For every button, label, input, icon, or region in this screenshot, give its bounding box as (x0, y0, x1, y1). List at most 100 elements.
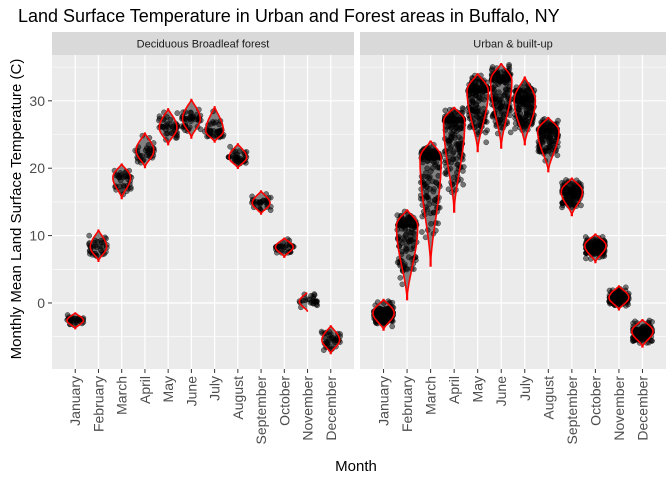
facet-panels: Deciduous Broadleaf forest January Februar… (29, 32, 666, 444)
data-point (94, 238, 101, 245)
data-point (405, 254, 412, 260)
data-point (566, 199, 572, 206)
violin-outline-july (205, 106, 225, 143)
y-tick-label: 0 (37, 295, 45, 311)
data-point (377, 305, 383, 312)
data-point (428, 220, 434, 227)
x-tick-label: June (493, 376, 509, 407)
data-point (476, 87, 482, 93)
data-point (86, 232, 93, 239)
violin-group-january (370, 298, 397, 331)
violin-group-november (606, 284, 632, 311)
violin-group-march (111, 163, 135, 200)
data-point (389, 323, 396, 330)
data-point (260, 198, 267, 204)
x-tick-label: December (323, 376, 339, 441)
data-point (167, 116, 174, 123)
data-point (453, 117, 459, 124)
data-point (116, 172, 122, 179)
data-point (145, 149, 151, 156)
data-point (304, 296, 311, 303)
x-tick-label: August (540, 376, 556, 420)
data-point (473, 101, 480, 108)
data-point (311, 298, 318, 305)
data-point (552, 126, 558, 132)
data-point (492, 93, 499, 100)
violin-outline-october (584, 233, 607, 264)
data-point (99, 243, 106, 250)
data-point (425, 179, 431, 186)
violin-outline-march (419, 140, 442, 267)
violin-outline-may (466, 73, 490, 153)
violin-group-september (559, 177, 585, 217)
data-point (545, 144, 552, 151)
data-point (472, 79, 479, 86)
data-point (424, 165, 430, 172)
data-point (424, 157, 431, 164)
violin-group-september (249, 190, 274, 215)
y-tick-label: 10 (29, 228, 45, 244)
x-tick-label: September (564, 376, 580, 445)
data-point (397, 222, 403, 229)
data-point (528, 99, 535, 105)
data-point (503, 77, 510, 83)
x-tick-label: April (446, 376, 462, 404)
data-point (431, 200, 437, 206)
data-point (164, 130, 171, 137)
data-point (435, 220, 441, 227)
violin-group-april (132, 132, 157, 169)
violin-group-november (296, 291, 321, 312)
x-tick-label: May (470, 376, 486, 402)
data-point (134, 158, 141, 165)
data-point (489, 67, 495, 74)
data-point (227, 143, 233, 150)
data-point (491, 87, 498, 94)
violin-group-august (225, 143, 250, 169)
violin-outline-january (66, 312, 85, 330)
data-point (523, 87, 530, 94)
data-point (649, 319, 655, 325)
data-point (186, 115, 193, 121)
x-tick-label: February (399, 376, 415, 432)
violin-group-march (417, 140, 444, 267)
x-tick-label: January (376, 376, 392, 426)
data-point (169, 123, 176, 130)
y-tick-label: 20 (29, 160, 45, 176)
data-point (518, 97, 524, 103)
violin-outline-april (442, 106, 466, 213)
x-tick-label: July (207, 376, 223, 401)
data-point (138, 152, 145, 159)
data-point (506, 61, 512, 68)
data-point (446, 140, 452, 147)
data-point (423, 193, 430, 199)
data-point (403, 231, 409, 238)
data-point (606, 287, 613, 294)
data-point (482, 129, 489, 136)
data-point (92, 242, 98, 249)
violin-outline-november (298, 292, 309, 312)
x-tick-label: October (276, 376, 292, 426)
violin-outline-september (251, 190, 271, 215)
violin-outline-may (158, 108, 178, 146)
data-point (454, 122, 461, 129)
violin-outline-january (372, 298, 395, 331)
violin-outline-september (560, 177, 584, 217)
data-point (174, 110, 181, 116)
violin-outline-august (536, 116, 560, 173)
data-point (311, 291, 318, 297)
data-point (197, 126, 204, 133)
x-tick-label: February (91, 376, 107, 432)
data-point (145, 141, 152, 148)
x-tick-label: March (114, 376, 130, 415)
violin-group-january (64, 312, 87, 330)
data-point (443, 169, 449, 175)
x-tick-label: January (67, 376, 83, 426)
data-point (427, 168, 434, 175)
violin-group-april (441, 105, 467, 213)
violin-group-june (488, 61, 514, 149)
violin-group-may (465, 72, 491, 153)
violin-group-august (535, 116, 562, 173)
x-tick-label: December (635, 376, 651, 441)
data-point (127, 185, 134, 192)
